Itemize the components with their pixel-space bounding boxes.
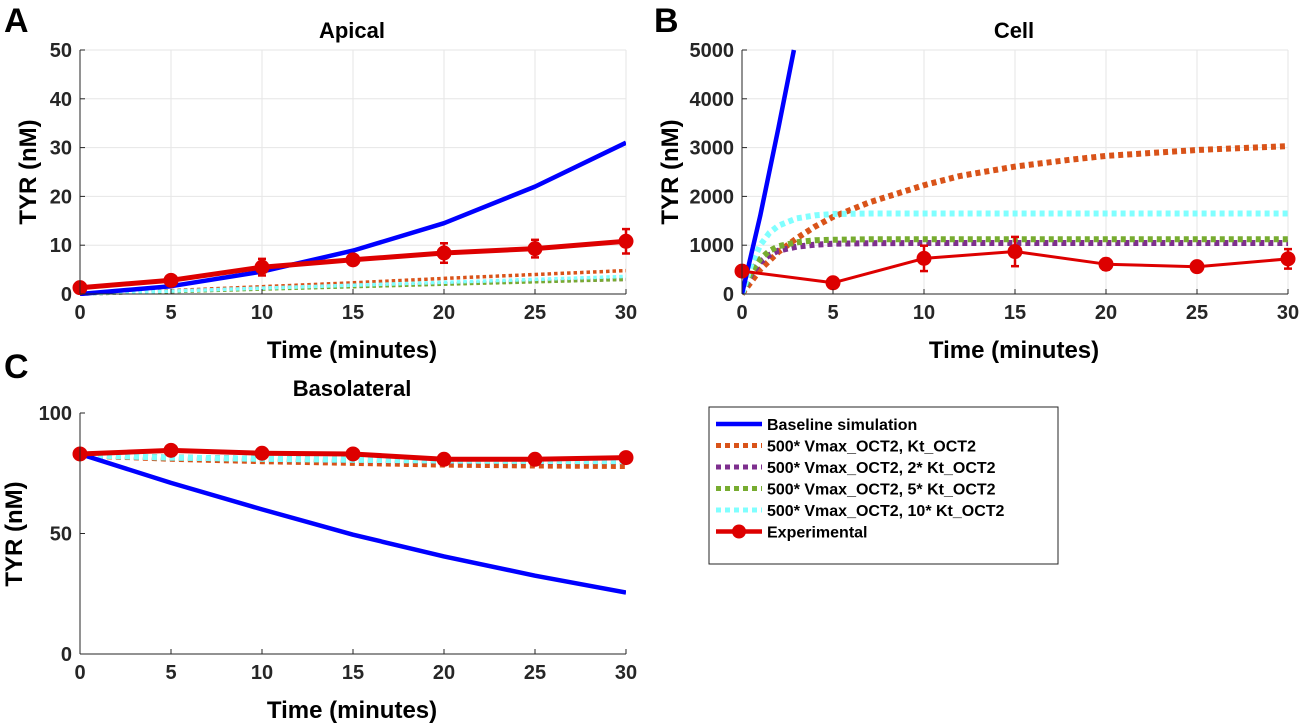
x-tick-label: 10 bbox=[251, 302, 273, 324]
y-tick-label: 50 bbox=[50, 40, 72, 62]
x-tick-label: 15 bbox=[1004, 302, 1026, 324]
x-tick-label: 0 bbox=[736, 302, 747, 324]
y-tick-label: 0 bbox=[61, 284, 72, 306]
y-tick-label: 0 bbox=[723, 284, 734, 306]
chart-title-apical: Apical bbox=[319, 18, 385, 43]
panel-basolateral: C Basolateral Time (minutes) TYR (nM) 0 5… bbox=[1, 348, 637, 724]
legend-marker-experimental bbox=[732, 524, 746, 539]
x-axis-label-basolateral: Time (minutes) bbox=[267, 697, 437, 724]
y-tick-label: 4000 bbox=[690, 89, 735, 111]
y-tick-label: 10 bbox=[50, 235, 72, 257]
data-point-experimental bbox=[254, 259, 270, 275]
x-axis-label-apical: Time (minutes) bbox=[267, 337, 437, 364]
legend-label-500-vmax-oct2-10-kt-oct2: 500* Vmax_OCT2, 10* Kt_OCT2 bbox=[767, 503, 1005, 520]
data-point-experimental bbox=[345, 446, 361, 462]
x-tick-label: 5 bbox=[165, 662, 176, 684]
x-tick-label: 20 bbox=[433, 302, 455, 324]
x-tick-label: 0 bbox=[74, 662, 85, 684]
x-tick-label: 10 bbox=[251, 662, 273, 684]
panel-cell: B Cell Time (minutes) TYR (nM) 0 5 10 15 20 2… bbox=[654, 2, 1299, 364]
data-point-experimental bbox=[163, 442, 179, 458]
data-point-experimental bbox=[345, 252, 361, 268]
x-axis-label-cell: Time (minutes) bbox=[929, 337, 1099, 364]
data-point-experimental bbox=[916, 250, 932, 266]
x-tick-label: 30 bbox=[615, 302, 637, 324]
legend-label-500-vmax-oct2-5-kt-oct2: 500* Vmax_OCT2, 5* Kt_OCT2 bbox=[767, 482, 996, 499]
series-line-500-vmax-oct2-5-kt-oct2 bbox=[742, 236, 1288, 296]
y-tick-label: 40 bbox=[50, 89, 72, 111]
series-group-basolateral bbox=[80, 451, 626, 595]
y-axis-label-basolateral: TYR (nM) bbox=[1, 481, 28, 586]
legend: Baseline simulation 500* Vmax_OCT2, Kt_OC… bbox=[708, 406, 1059, 565]
x-tick-label: 20 bbox=[433, 662, 455, 684]
legend-label-experimental: Experimental bbox=[767, 525, 867, 542]
x-tick-label: 5 bbox=[827, 302, 838, 324]
x-tick-label: 5 bbox=[165, 302, 176, 324]
x-tick-label: 30 bbox=[1277, 302, 1299, 324]
y-tick-label: 0 bbox=[61, 644, 72, 666]
data-point-experimental bbox=[618, 233, 634, 249]
data-point-experimental bbox=[436, 245, 452, 261]
y-axis-label-apical: TYR (nM) bbox=[15, 119, 42, 224]
y-tick-label: 2000 bbox=[690, 186, 735, 208]
x-tick-label: 20 bbox=[1095, 302, 1117, 324]
data-point-experimental bbox=[163, 272, 179, 288]
y-tick-label: 3000 bbox=[690, 138, 735, 160]
data-point-experimental bbox=[527, 451, 543, 467]
data-point-experimental bbox=[1098, 256, 1114, 272]
legend-label-baseline-simulation: Baseline simulation bbox=[767, 417, 917, 434]
legend-box bbox=[708, 406, 1059, 565]
y-tick-label: 30 bbox=[50, 138, 72, 160]
x-tick-label: 25 bbox=[1186, 302, 1208, 324]
series-group-cell bbox=[742, 49, 1288, 296]
series-line-baseline-simulation bbox=[80, 451, 626, 595]
y-axis-label-cell: TYR (nM) bbox=[657, 119, 684, 224]
data-point-experimental bbox=[254, 445, 270, 461]
y-tick-label: 20 bbox=[50, 186, 72, 208]
x-tick-label: 25 bbox=[524, 662, 546, 684]
data-point-experimental bbox=[1189, 259, 1205, 275]
panel-letter-b: B bbox=[654, 2, 679, 40]
panel-letter-c: C bbox=[4, 348, 29, 386]
legend-label-500-vmax-oct2-kt-oct2: 500* Vmax_OCT2, Kt_OCT2 bbox=[767, 439, 976, 456]
x-tick-label: 15 bbox=[342, 302, 364, 324]
chart-title-cell: Cell bbox=[994, 18, 1034, 43]
x-tick-label: 0 bbox=[74, 302, 85, 324]
chart-title-basolateral: Basolateral bbox=[293, 376, 412, 401]
x-tick-label: 10 bbox=[913, 302, 935, 324]
y-tick-label: 50 bbox=[50, 524, 72, 546]
x-tick-label: 30 bbox=[615, 662, 637, 684]
data-point-experimental bbox=[1280, 251, 1296, 267]
series-line-baseline-simulation bbox=[742, 49, 797, 295]
data-point-experimental bbox=[436, 451, 452, 467]
panel-apical: A Apical Time (minutes) TYR (nM) 0 5 10 15 2… bbox=[4, 2, 637, 364]
data-point-experimental bbox=[825, 275, 841, 291]
legend-label-500-vmax-oct2-2-kt-oct2: 500* Vmax_OCT2, 2* Kt_OCT2 bbox=[767, 460, 996, 477]
data-point-experimental bbox=[618, 450, 634, 466]
y-tick-label: 100 bbox=[39, 403, 72, 425]
data-point-experimental bbox=[527, 241, 543, 257]
data-point-experimental bbox=[1007, 244, 1023, 260]
y-tick-label: 5000 bbox=[690, 40, 735, 62]
x-tick-label: 25 bbox=[524, 302, 546, 324]
series-line-500-vmax-oct2-10-kt-oct2 bbox=[742, 210, 1288, 295]
panel-letter-a: A bbox=[4, 2, 29, 40]
x-tick-label: 15 bbox=[342, 662, 364, 684]
y-tick-label: 1000 bbox=[690, 235, 735, 257]
